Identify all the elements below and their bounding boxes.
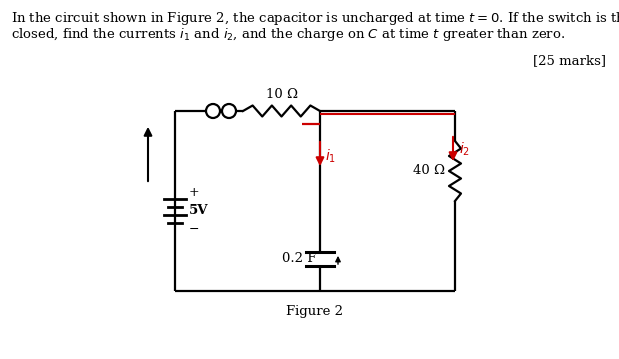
Text: $i_1$: $i_1$: [325, 147, 336, 165]
Text: Figure 2: Figure 2: [287, 305, 344, 318]
Text: 0.2 F: 0.2 F: [282, 252, 316, 266]
Text: 5V: 5V: [189, 205, 209, 218]
Text: 40 Ω: 40 Ω: [413, 164, 445, 177]
Text: In the circuit shown in Figure 2, the capacitor is uncharged at time $t = 0$. If: In the circuit shown in Figure 2, the ca…: [11, 10, 619, 27]
Text: 10 Ω: 10 Ω: [266, 88, 298, 101]
Text: [25 marks]: [25 marks]: [533, 54, 606, 67]
Text: −: −: [189, 223, 199, 236]
Text: $i_2$: $i_2$: [459, 140, 470, 158]
Text: closed, find the currents $i_1$ and $i_2$, and the charge on $C$ at time $t$ gre: closed, find the currents $i_1$ and $i_2…: [11, 26, 565, 43]
Text: +: +: [189, 186, 199, 200]
